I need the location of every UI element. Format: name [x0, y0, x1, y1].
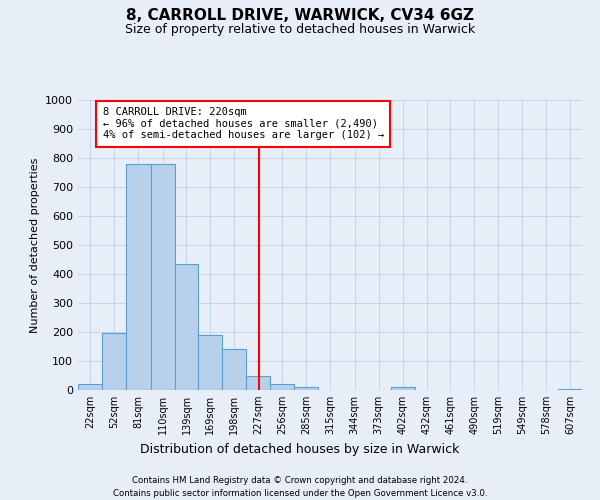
Bar	[151, 164, 175, 390]
Bar	[223, 350, 246, 390]
Bar	[294, 387, 318, 390]
Text: Distribution of detached houses by size in Warwick: Distribution of detached houses by size …	[140, 442, 460, 456]
Bar	[246, 376, 270, 390]
Y-axis label: Number of detached properties: Number of detached properties	[29, 158, 40, 332]
Bar	[126, 164, 151, 390]
Text: Size of property relative to detached houses in Warwick: Size of property relative to detached ho…	[125, 22, 475, 36]
Bar	[270, 384, 294, 390]
Bar	[102, 334, 126, 390]
Text: 8 CARROLL DRIVE: 220sqm
← 96% of detached houses are smaller (2,490)
4% of semi-: 8 CARROLL DRIVE: 220sqm ← 96% of detache…	[103, 108, 384, 140]
Text: 8, CARROLL DRIVE, WARWICK, CV34 6GZ: 8, CARROLL DRIVE, WARWICK, CV34 6GZ	[126, 8, 474, 22]
Bar	[199, 335, 223, 390]
Bar	[175, 264, 199, 390]
Bar	[558, 388, 582, 390]
Bar	[391, 387, 415, 390]
Bar	[78, 384, 102, 390]
Text: Contains public sector information licensed under the Open Government Licence v3: Contains public sector information licen…	[113, 489, 487, 498]
Text: Contains HM Land Registry data © Crown copyright and database right 2024.: Contains HM Land Registry data © Crown c…	[132, 476, 468, 485]
